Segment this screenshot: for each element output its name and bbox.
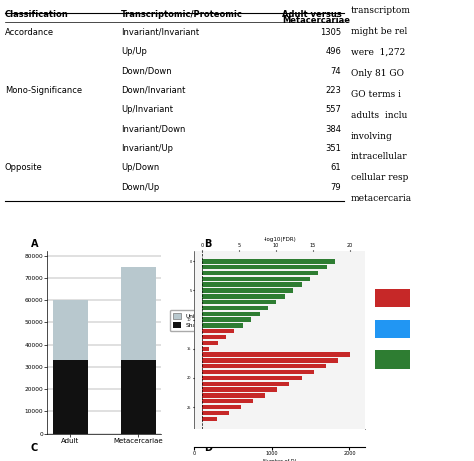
- Text: 1305: 1305: [320, 28, 341, 37]
- Bar: [202, 300, 276, 304]
- X-axis label: Number of DI: Number of DI: [263, 459, 296, 461]
- Text: metacercaria: metacercaria: [351, 195, 412, 203]
- Bar: [202, 306, 268, 310]
- Text: Mono-Significance: Mono-Significance: [5, 86, 82, 95]
- Text: Adult versus: Adult versus: [282, 11, 342, 19]
- Text: adults  inclu: adults inclu: [351, 111, 407, 119]
- Text: A: A: [31, 238, 38, 248]
- Text: transcriptom: transcriptom: [351, 6, 411, 15]
- Bar: [202, 405, 241, 409]
- Bar: [202, 387, 277, 392]
- Bar: [202, 370, 314, 374]
- Bar: [202, 358, 338, 363]
- Text: involving: involving: [351, 131, 392, 141]
- Bar: [202, 393, 265, 398]
- Text: Up/Up: Up/Up: [121, 47, 147, 56]
- Text: Invariant/Invariant: Invariant/Invariant: [121, 28, 199, 37]
- Bar: [202, 353, 350, 357]
- Text: Transcriptomic/Proteomic: Transcriptomic/Proteomic: [121, 11, 243, 19]
- Text: 384: 384: [325, 124, 341, 134]
- Text: Invariant/Down: Invariant/Down: [121, 124, 185, 134]
- Bar: [202, 271, 319, 275]
- Text: B: B: [204, 238, 211, 248]
- Text: Down/Invariant: Down/Invariant: [121, 86, 185, 95]
- Text: Down/Up: Down/Up: [121, 183, 159, 191]
- Bar: [202, 294, 285, 299]
- Bar: [120, 266, 156, 360]
- Text: 557: 557: [326, 105, 341, 114]
- Legend: Unique, Share: Unique, Share: [170, 310, 209, 331]
- Text: D: D: [204, 443, 212, 453]
- Text: GO terms i: GO terms i: [351, 89, 401, 99]
- Text: Metacercariae: Metacercariae: [282, 16, 350, 25]
- Text: Up/Down: Up/Down: [121, 163, 159, 172]
- Bar: [120, 360, 156, 434]
- Bar: [202, 277, 310, 281]
- Text: Accordance: Accordance: [5, 28, 54, 37]
- Text: were  1,272: were 1,272: [351, 48, 405, 57]
- Bar: [202, 382, 290, 386]
- Bar: [202, 323, 243, 328]
- Text: 74: 74: [331, 66, 341, 76]
- Text: Opposite: Opposite: [5, 163, 43, 172]
- Bar: [202, 329, 235, 333]
- Bar: [202, 399, 253, 403]
- Text: Classification: Classification: [5, 11, 68, 19]
- Text: might be rel: might be rel: [351, 27, 407, 36]
- Bar: [202, 283, 301, 287]
- Text: 61: 61: [331, 163, 341, 172]
- Bar: [202, 347, 209, 351]
- Text: Invariant/Up: Invariant/Up: [121, 144, 173, 153]
- Bar: [202, 335, 226, 339]
- Bar: [374, 289, 410, 307]
- Bar: [202, 259, 335, 264]
- Text: 351: 351: [326, 144, 341, 153]
- Text: cellular resp: cellular resp: [351, 173, 408, 183]
- Bar: [53, 300, 88, 360]
- Bar: [374, 319, 410, 338]
- Text: intracellular: intracellular: [351, 153, 407, 161]
- Bar: [202, 417, 217, 421]
- Bar: [202, 341, 218, 345]
- Bar: [202, 376, 301, 380]
- Text: 79: 79: [331, 183, 341, 191]
- Bar: [202, 265, 327, 269]
- Bar: [202, 312, 260, 316]
- X-axis label: -log10(FDR): -log10(FDR): [263, 236, 296, 242]
- Text: 496: 496: [326, 47, 341, 56]
- Text: Up/Invariant: Up/Invariant: [121, 105, 173, 114]
- Text: Down/Down: Down/Down: [121, 66, 172, 76]
- Text: 223: 223: [326, 86, 341, 95]
- Bar: [202, 411, 229, 415]
- Bar: [202, 364, 326, 368]
- Bar: [202, 288, 293, 293]
- Text: Only 81 GO: Only 81 GO: [351, 69, 404, 77]
- Text: C: C: [31, 443, 38, 453]
- Bar: [53, 360, 88, 434]
- Bar: [202, 318, 251, 322]
- Bar: [374, 350, 410, 369]
